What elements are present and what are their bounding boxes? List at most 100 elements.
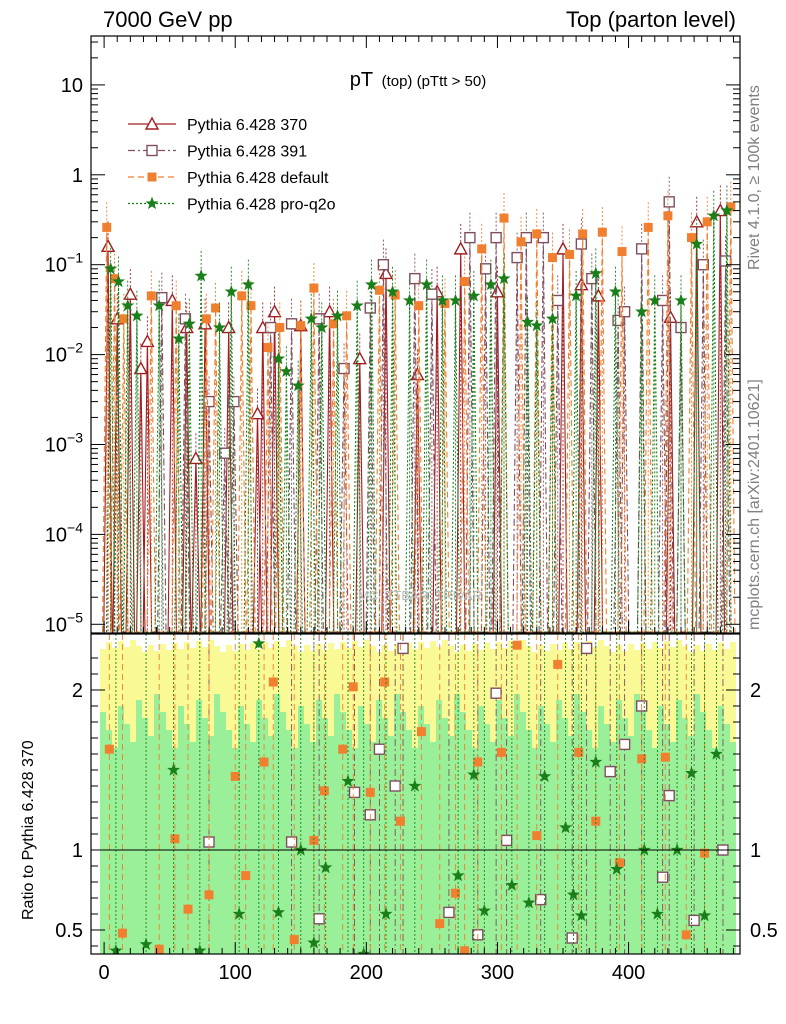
ratio-point-pdefault bbox=[104, 744, 114, 754]
y-tick-label: 10−4 bbox=[45, 519, 83, 546]
ratio-point-pq2o bbox=[684, 766, 699, 779]
data-point-pq2o bbox=[484, 277, 498, 291]
ratio-tick-label-right: 2 bbox=[750, 680, 761, 702]
ratio-point-pdefault bbox=[660, 752, 670, 762]
legend-marker-p370 bbox=[144, 116, 160, 130]
band-green-segment bbox=[304, 724, 310, 954]
band-green-segment bbox=[406, 730, 412, 954]
ratio-tick-label-left: 0.5 bbox=[55, 920, 83, 942]
band-green-segment bbox=[604, 724, 610, 954]
band-green-segment bbox=[646, 730, 652, 954]
ratio-point-pdefault bbox=[574, 747, 584, 757]
data-point-pq2o bbox=[448, 293, 463, 306]
data-point-p391 bbox=[409, 272, 421, 285]
band-green-segment bbox=[364, 724, 370, 954]
data-point-pdefault bbox=[578, 229, 588, 239]
band-green-segment bbox=[328, 736, 334, 954]
data-point-pq2o bbox=[545, 311, 560, 325]
band-green-segment bbox=[310, 742, 316, 954]
ratio-point-pdefault bbox=[512, 640, 522, 650]
ratio-point-pq2o bbox=[319, 860, 333, 874]
band-green-segment bbox=[388, 736, 394, 954]
series-line-pdefault bbox=[101, 206, 736, 633]
data-point-p391 bbox=[285, 318, 298, 330]
band-green-segment bbox=[568, 736, 574, 954]
data-point-pdefault bbox=[663, 211, 673, 221]
band-green-segment bbox=[190, 742, 196, 954]
data-point-pdefault bbox=[477, 244, 487, 254]
band-green-segment bbox=[292, 748, 298, 954]
data-point-pq2o bbox=[172, 331, 186, 345]
ratio-point-pq2o bbox=[698, 908, 712, 922]
ratio-point-p391 bbox=[373, 743, 386, 755]
main-plot-series bbox=[100, 176, 736, 633]
data-point-p391 bbox=[511, 251, 523, 264]
band-green-segment bbox=[262, 718, 268, 954]
band-green-segment bbox=[634, 694, 640, 954]
data-point-pq2o bbox=[569, 289, 583, 302]
data-point-pq2o bbox=[315, 320, 329, 334]
band-green-segment bbox=[496, 700, 502, 954]
ratio-point-pq2o bbox=[294, 843, 308, 856]
band-green-segment bbox=[196, 700, 202, 954]
data-point-pq2o bbox=[635, 304, 649, 318]
data-point-p391 bbox=[228, 395, 240, 408]
ratio-plot-series bbox=[104, 634, 729, 954]
data-point-pq2o bbox=[467, 289, 481, 302]
legend-marker-pdefault bbox=[147, 172, 157, 182]
ratio-point-pq2o bbox=[522, 895, 536, 909]
data-point-pq2o bbox=[224, 284, 238, 298]
data-point-pq2o bbox=[182, 316, 196, 330]
ratio-point-pq2o bbox=[538, 769, 552, 783]
legend: Pythia 6.428 370 Pythia 6.428 391 Pythia 6… bbox=[128, 116, 336, 214]
data-point-pdefault bbox=[237, 291, 247, 301]
band-green-segment bbox=[346, 730, 352, 954]
series-p370 bbox=[100, 185, 728, 633]
data-point-pq2o bbox=[304, 311, 318, 325]
data-point-pq2o bbox=[194, 269, 208, 282]
data-point-pdefault bbox=[374, 285, 384, 295]
band-green-segment bbox=[136, 700, 142, 954]
legend-marker-pq2o bbox=[145, 196, 159, 210]
band-green-segment bbox=[442, 718, 448, 954]
ratio-point-pq2o bbox=[139, 937, 153, 951]
legend-label-p391: Pythia 6.428 391 bbox=[187, 144, 307, 161]
ratio-point-p391 bbox=[348, 786, 361, 799]
ratio-point-p391 bbox=[535, 893, 547, 906]
band-green-segment bbox=[586, 730, 592, 954]
band-green-segment bbox=[694, 694, 700, 954]
data-point-pdefault bbox=[597, 227, 607, 237]
band-green-segment bbox=[688, 736, 694, 954]
data-point-pdefault bbox=[516, 237, 526, 247]
data-point-pdefault bbox=[460, 277, 470, 287]
ratio-tick-label-right: 1 bbox=[750, 840, 761, 862]
ratio-point-pdefault bbox=[154, 944, 164, 954]
band-green-segment bbox=[124, 724, 130, 954]
data-point-p370 bbox=[352, 351, 367, 365]
data-point-pq2o bbox=[385, 284, 400, 298]
data-point-pq2o bbox=[111, 274, 126, 288]
band-green-segment bbox=[340, 712, 346, 954]
data-point-p391 bbox=[618, 306, 631, 318]
band-green-segment bbox=[226, 730, 232, 954]
band-green-segment bbox=[376, 700, 382, 954]
data-point-p370 bbox=[250, 406, 265, 420]
data-point-pq2o bbox=[121, 298, 135, 312]
ratio-point-pdefault bbox=[259, 757, 269, 767]
data-point-p370 bbox=[689, 214, 704, 228]
band-green-segment bbox=[238, 706, 244, 954]
band-green-segment bbox=[202, 718, 208, 954]
ratio-point-p391 bbox=[580, 642, 593, 655]
band-green-segment bbox=[274, 694, 280, 954]
band-green-segment bbox=[610, 742, 616, 954]
y-tick-label: 1 bbox=[72, 165, 83, 187]
band-green-segment bbox=[106, 730, 112, 954]
data-point-pdefault bbox=[532, 229, 542, 239]
band-green-segment bbox=[478, 706, 484, 954]
band-green-segment bbox=[430, 742, 436, 954]
data-point-p370 bbox=[267, 304, 282, 318]
band-green-segment bbox=[556, 700, 562, 954]
band-green-segment bbox=[682, 718, 688, 954]
ratio-tick-label-right: 0.5 bbox=[750, 920, 778, 942]
data-point-pdefault bbox=[414, 301, 424, 311]
